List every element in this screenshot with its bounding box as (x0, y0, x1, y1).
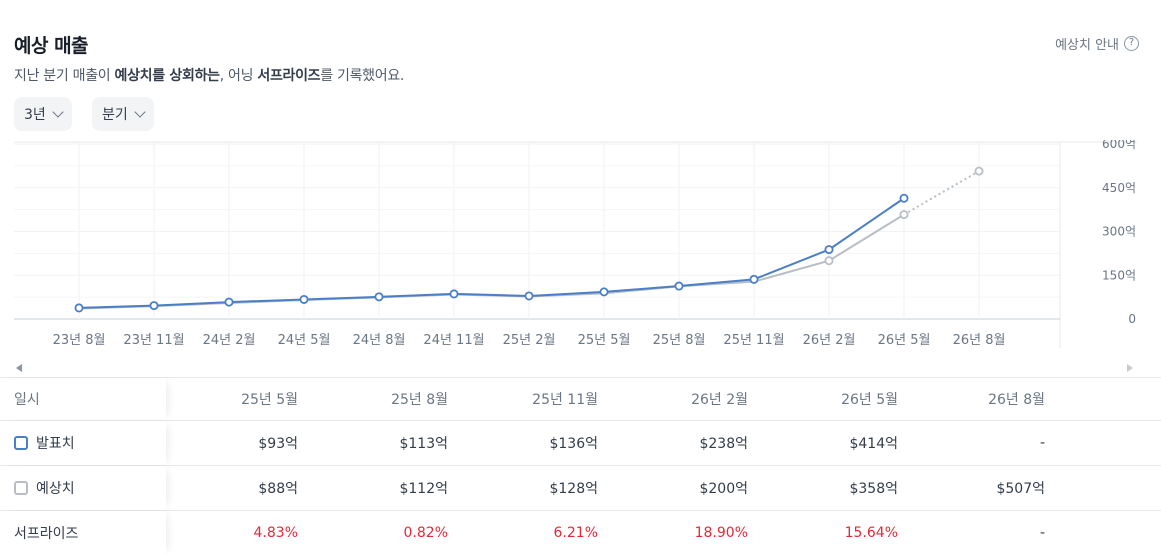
table-cell: 15.64% (844, 525, 898, 541)
actual-point (749, 274, 759, 284)
table-row-surprise: 서프라이즈 4.83% 0.82% 6.21% 18.90% 15.64% - (0, 511, 1161, 555)
actual-point (224, 297, 234, 307)
estimate-point (974, 166, 984, 176)
actual-point (599, 287, 609, 297)
checkbox-icon[interactable] (14, 436, 28, 450)
y-tick-label: 600억 (1102, 140, 1136, 151)
table-cell: 6.21% (553, 525, 598, 541)
estimate-point (899, 210, 909, 220)
period-dropdown-value: 3년 (24, 107, 46, 123)
actual-point (524, 291, 534, 301)
revenue-chart: 600억 450억 300억 150억 0 23년 8월 23년 11월 24년 2월 24년 … (14, 140, 1137, 348)
actual-point (374, 292, 384, 302)
x-tick-label: 25년 5월 (578, 333, 631, 348)
summary-bold-1: 예상치를 상회하는 (114, 68, 221, 84)
table-cell: $112억 (399, 481, 448, 497)
checkbox-icon[interactable] (14, 481, 28, 495)
x-tick-label: 26년 8월 (953, 333, 1006, 348)
y-tick-label: 300억 (1102, 225, 1136, 239)
table-cell: $136억 (549, 436, 598, 452)
chevron-down-icon (52, 106, 64, 118)
actual-point (299, 294, 309, 304)
table-cell: 18.90% (694, 525, 748, 541)
summary-pre: 지난 분기 매출이 (14, 68, 115, 84)
table-cell: - (1039, 435, 1045, 451)
actual-point (449, 289, 459, 299)
table-column-header: 25년 5월 (241, 392, 298, 408)
table-cell: $358억 (849, 481, 898, 497)
x-tick-label: 23년 8월 (53, 333, 106, 348)
table-row-estimate: 예상치 $88억 $112억 $128억 $200억 $358억 $507억 (0, 466, 1161, 511)
table-cell: $238억 (699, 436, 748, 452)
table-cell: 4.83% (253, 525, 298, 541)
table-row-actual: 발표치 $93억 $113억 $136억 $238억 $414억 - (0, 421, 1161, 466)
estimate-forecast-line (903, 170, 980, 216)
table-cell: $200억 (699, 481, 748, 497)
estimate-point (824, 256, 834, 266)
actual-point (74, 303, 84, 313)
x-tick-label: 26년 2월 (803, 333, 856, 348)
table-cell: $113억 (399, 436, 448, 452)
estimate-table: 일시 25년 5월 25년 8월 25년 11월 26년 2월 26년 5월 2… (0, 377, 1161, 555)
x-tick-label: 25년 11월 (723, 333, 784, 348)
actual-toggle[interactable]: 발표치 (0, 421, 166, 465)
actual-point (899, 193, 909, 203)
table-column-header: 26년 8월 (988, 392, 1045, 408)
table-cell: $128억 (549, 481, 598, 497)
table-cell: $507억 (996, 481, 1045, 497)
table-cell: $93억 (258, 436, 298, 452)
y-tick-label: 0 (1128, 312, 1136, 326)
x-tick-label: 23년 11월 (123, 333, 184, 348)
x-tick-label: 25년 8월 (653, 333, 706, 348)
summary-text: 지난 분기 매출이 예상치를 상회하는, 어닝 서프라이즈를 기록했어요. (14, 65, 404, 85)
estimate-guide-button[interactable]: 예상치 안내 ? (1055, 34, 1139, 53)
estimate-label: 예상치 (36, 481, 75, 497)
table-column-header: 25년 8월 (391, 392, 448, 408)
chevron-down-icon (134, 106, 146, 118)
actual-label: 발표치 (36, 436, 75, 452)
x-tick-label: 24년 2월 (203, 333, 256, 348)
table-cell: - (1039, 525, 1045, 541)
estimate-guide-label: 예상치 안내 (1055, 38, 1119, 53)
x-tick-label: 25년 2월 (503, 333, 556, 348)
period-dropdown[interactable]: 3년 (14, 97, 72, 131)
summary-mid: , 어닝 (219, 68, 258, 84)
estimate-toggle[interactable]: 예상치 (0, 466, 166, 510)
surprise-label: 서프라이즈 (0, 511, 166, 555)
y-tick-label: 450억 (1102, 181, 1136, 195)
actual-series-line (78, 197, 905, 309)
table-header-row: 일시 25년 5월 25년 8월 25년 11월 26년 2월 26년 5월 2… (0, 377, 1161, 421)
y-tick-label: 150억 (1102, 268, 1136, 282)
table-cell: $414억 (849, 436, 898, 452)
table-column-header: 25년 11월 (532, 392, 598, 408)
scroll-left-icon[interactable] (16, 364, 22, 372)
x-tick-label: 24년 11월 (423, 333, 484, 348)
interval-dropdown[interactable]: 분기 (92, 97, 154, 131)
table-column-header: 26년 2월 (691, 392, 748, 408)
question-icon: ? (1124, 36, 1139, 51)
x-tick-label: 24년 8월 (353, 333, 406, 348)
table-header-label: 일시 (0, 378, 166, 420)
x-tick-label: 24년 5월 (278, 333, 331, 348)
actual-point (674, 281, 684, 291)
interval-dropdown-value: 분기 (102, 107, 128, 123)
summary-post: 를 기록했어요. (320, 68, 405, 84)
table-cell: $88억 (258, 481, 298, 497)
table-cell: 0.82% (403, 525, 448, 541)
x-tick-label: 26년 5월 (878, 333, 931, 348)
scroll-right-icon[interactable] (1127, 364, 1133, 372)
table-column-header: 26년 5월 (841, 392, 898, 408)
summary-bold-2: 서프라이즈 (257, 68, 321, 84)
actual-point (824, 245, 834, 255)
page-title: 예상 매출 (14, 35, 89, 57)
actual-point (149, 301, 159, 311)
